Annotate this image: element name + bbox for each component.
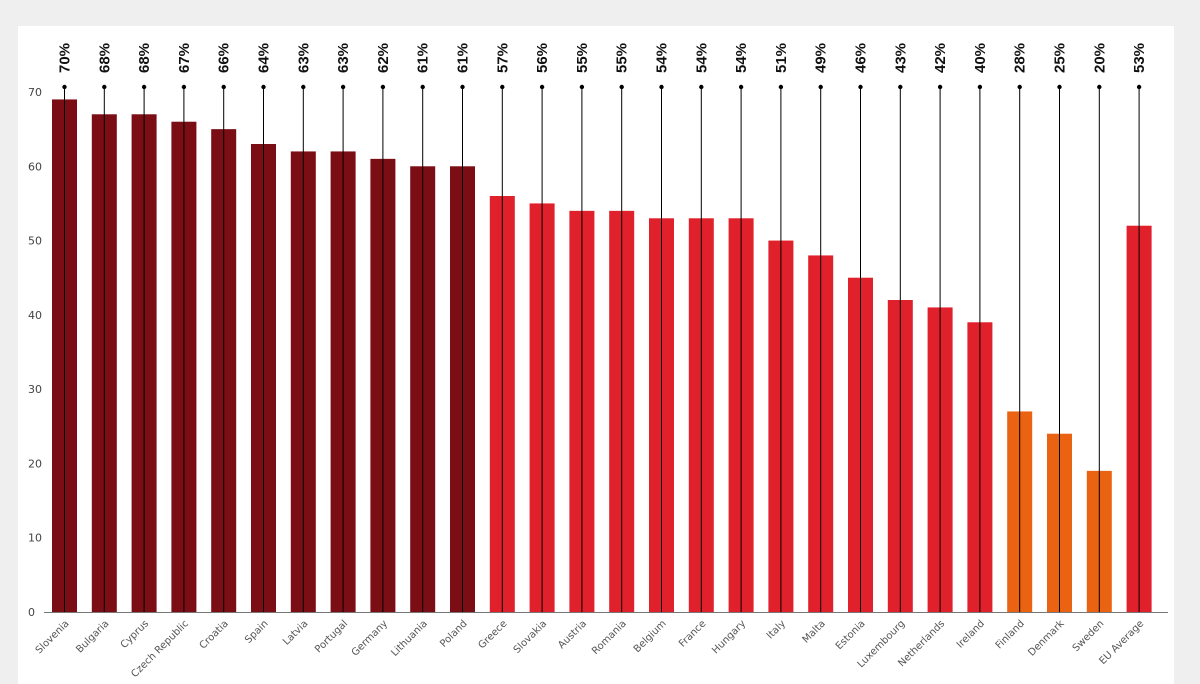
data-label-greece: 57%	[494, 43, 511, 73]
y-tick-label: 50	[28, 235, 42, 248]
chart-panel: 0 10 20 30 40 50 60 70 70% 68% 68% 67% 66% 64% 63% 63%…	[18, 26, 1174, 684]
data-label-hungary: 54%	[733, 43, 750, 73]
leader-dot-latvia	[301, 84, 306, 90]
leader-dot-france	[699, 84, 704, 90]
leader-dot-lithuania	[420, 84, 425, 90]
y-tick-label: 60	[28, 160, 42, 173]
leader-dot-hungary	[738, 84, 744, 90]
leader-dot-portugal	[340, 84, 346, 90]
leader-dot-cyprus	[141, 84, 147, 90]
leader-dot-netherlands	[937, 84, 943, 90]
x-tick-label-france: France	[677, 618, 708, 649]
leader-dot-italy	[778, 84, 784, 90]
leader-dot-luxembourg	[898, 84, 903, 90]
y-tick-label: 20	[28, 457, 42, 470]
data-label-ireland: 40%	[972, 43, 989, 73]
x-tick-label-croatia: Croatia	[198, 618, 231, 651]
leader-dot-romania	[619, 84, 624, 90]
x-tick-label-sweden: Sweden	[1071, 618, 1107, 654]
leader-lines	[62, 84, 1142, 612]
x-tick-label-austria: Austria	[556, 618, 589, 651]
bars	[52, 99, 1152, 613]
data-labels: 70% 68% 68% 67% 66% 64% 63% 63% 62% 61% 61% 57% 56% 5…	[57, 43, 1149, 73]
data-label-denmark: 25%	[1052, 43, 1069, 73]
leader-dot-sweden	[1097, 84, 1102, 90]
data-label-luxembourg: 43%	[892, 43, 909, 73]
y-tick-label: 0	[28, 606, 35, 619]
y-tick-label: 10	[28, 532, 42, 545]
leader-dot-croatia	[221, 84, 226, 90]
data-label-poland: 61%	[455, 43, 472, 73]
x-tick-label-finland: Finland	[994, 618, 1027, 651]
leader-dot-greece	[500, 84, 505, 90]
x-tick-label-bulgaria: Bulgaria	[74, 618, 111, 655]
data-label-belgium: 54%	[654, 43, 671, 73]
data-label-lithuania: 61%	[415, 43, 432, 73]
x-tick-label-cyprus: Cyprus	[119, 618, 151, 650]
data-label-czech-republic: 67%	[176, 43, 193, 73]
leader-dot-belgium	[659, 84, 664, 90]
x-tick-label-malta: Malta	[801, 618, 828, 645]
leader-dot-eu-average	[1136, 84, 1142, 90]
x-tick-label-romania: Romania	[590, 618, 629, 657]
x-tick-label-belgium: Belgium	[632, 618, 669, 655]
data-label-slovenia: 70%	[57, 43, 74, 73]
x-tick-label-slovakia: Slovakia	[512, 618, 549, 655]
data-label-austria: 55%	[574, 43, 591, 73]
leader-dot-germany	[380, 84, 386, 90]
x-tick-label-portugal: Portugal	[313, 618, 350, 655]
y-axis: 0 10 20 30 40 50 60 70	[28, 86, 42, 619]
y-tick-label: 30	[28, 383, 42, 396]
data-label-portugal: 63%	[335, 43, 352, 73]
leader-dot-slovenia	[62, 84, 67, 90]
leader-dot-ireland	[977, 84, 983, 90]
data-label-germany: 62%	[375, 43, 392, 73]
data-label-eu-average: 53%	[1131, 43, 1148, 73]
data-label-croatia: 66%	[216, 43, 233, 73]
data-label-netherlands: 42%	[932, 43, 949, 73]
x-tick-label-spain: Spain	[243, 618, 271, 646]
y-tick-label: 70	[28, 86, 42, 99]
x-tick-label-ireland: Ireland	[955, 618, 987, 650]
x-tick-label-latvia: Latvia	[281, 618, 310, 647]
data-label-spain: 64%	[256, 43, 273, 73]
x-tick-label-slovenia: Slovenia	[34, 618, 72, 656]
data-label-bulgaria: 68%	[96, 43, 113, 73]
x-tick-label-poland: Poland	[438, 618, 469, 649]
data-label-malta: 49%	[813, 43, 830, 73]
leader-dot-bulgaria	[102, 84, 107, 90]
leader-dot-estonia	[858, 84, 863, 90]
data-label-italy: 51%	[773, 43, 790, 73]
x-tick-label-hungary: Hungary	[710, 618, 748, 656]
x-tick-label-denmark: Denmark	[1026, 618, 1066, 658]
data-label-france: 54%	[693, 43, 710, 73]
data-label-cyprus: 68%	[136, 43, 153, 73]
data-label-romania: 55%	[614, 43, 631, 73]
x-tick-label-estonia: Estonia	[834, 618, 868, 652]
leader-dot-malta	[818, 84, 823, 90]
leader-dot-poland	[460, 84, 465, 90]
x-tick-label-italy: Italy	[765, 618, 788, 641]
leader-dot-slovakia	[539, 84, 545, 90]
bar-chart: 0 10 20 30 40 50 60 70 70% 68% 68% 67% 66% 64% 63% 63%…	[28, 43, 1168, 680]
leader-dot-finland	[1017, 84, 1022, 90]
leader-dot-denmark	[1057, 84, 1062, 90]
leader-dot-spain	[261, 84, 266, 90]
leader-dot-austria	[579, 84, 585, 90]
x-tick-label-lithuania: Lithuania	[389, 618, 430, 659]
data-label-latvia: 63%	[295, 43, 312, 73]
data-label-sweden: 20%	[1091, 43, 1108, 73]
data-label-estonia: 46%	[853, 43, 870, 73]
x-tick-label-germany: Germany	[350, 618, 390, 658]
data-label-slovakia: 56%	[534, 43, 551, 73]
data-label-finland: 28%	[1012, 43, 1029, 73]
leader-dot-czech-republic	[181, 84, 187, 90]
y-tick-label: 40	[28, 309, 42, 322]
x-tick-label-greece: Greece	[476, 618, 509, 651]
